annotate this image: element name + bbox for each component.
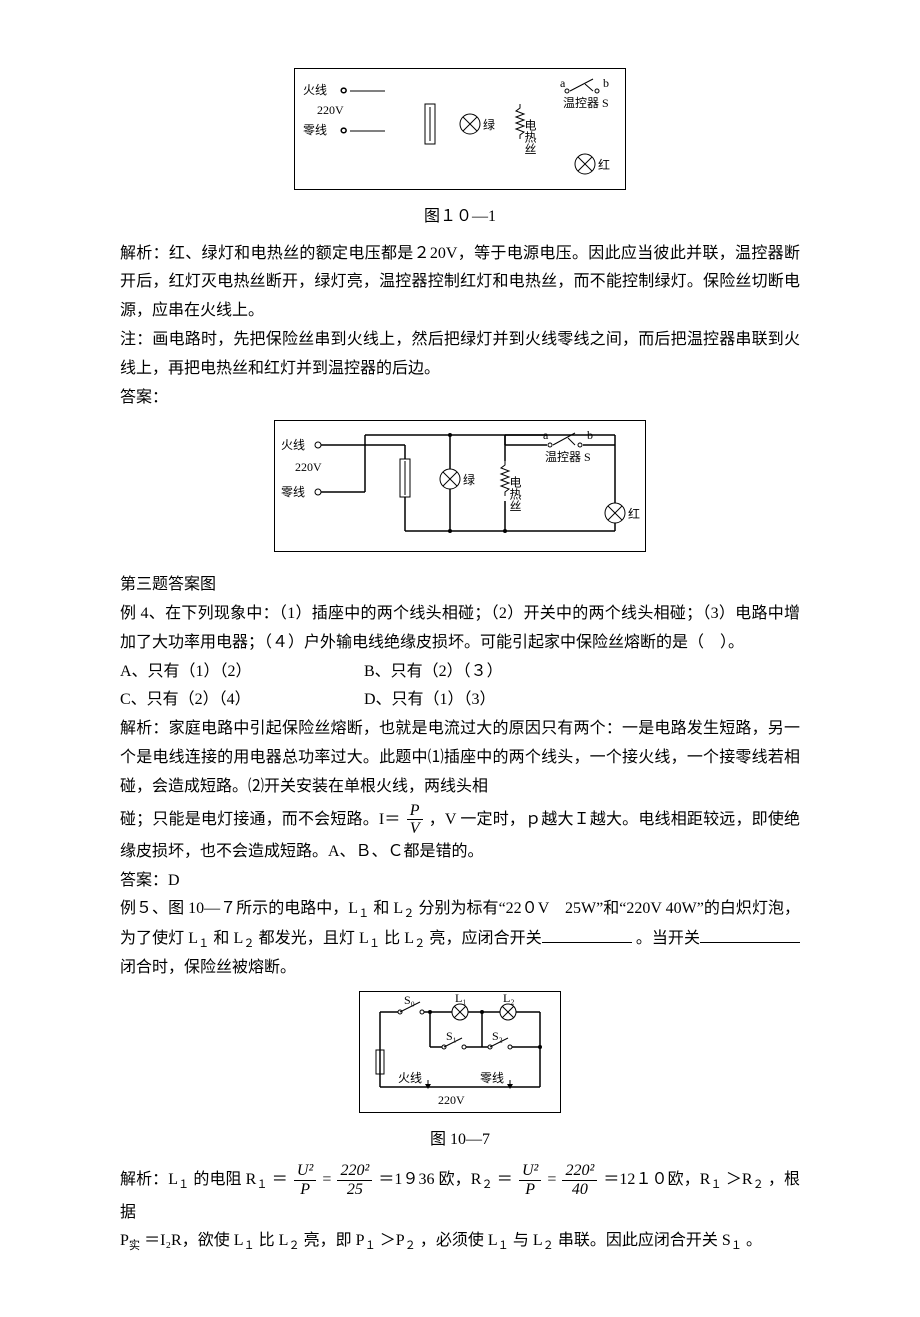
figure-10-7: S₀ L₁ L₂ S₁ S₂ [120, 991, 800, 1155]
label-b: b [603, 76, 609, 90]
label-a: a [560, 76, 566, 90]
label-tempctrl: 温控器 S [563, 96, 609, 110]
ex4-answer: 答案：D [120, 867, 800, 896]
figure-10-1: 火线 ○ 220V 零线 ○ 绿 电热丝 a b 温控器 S [120, 68, 800, 232]
ex4-stem: 例 4、在下列现象中：（1）插座中的两个线头相碰；（2）开关中的两个线头相碰；（… [120, 600, 800, 658]
svg-text:○: ○ [340, 83, 347, 97]
figure-10-1-img: 火线 ○ 220V 零线 ○ 绿 电热丝 a b 温控器 S [294, 68, 626, 190]
label-neutral: 零线 [303, 123, 327, 137]
blank-2 [700, 926, 800, 943]
figure-10-7-img: S₀ L₁ L₂ S₁ S₂ [359, 991, 561, 1113]
svg-text:火线: 火线 [281, 438, 305, 452]
ex4-options-row2: C、只有（2）（4） D、只有（1）（3） [120, 686, 800, 715]
ex4-optA: A、只有（1）（2） [120, 658, 360, 687]
blank-1 [542, 926, 632, 943]
ex4-analysis-a: 解析：家庭电路中引起保险丝熔断，也就是电流过大的原因只有两个：一是电路发生短路，… [120, 715, 800, 801]
figure-answer: 火线 220V 零线 绿 a [120, 420, 800, 563]
analysis-1-p2: 注：画电路时，先把保险丝串到火线上，然后把绿灯并到火线零线之间，而后把温控器串联… [120, 326, 800, 384]
svg-text:电热丝: 电热丝 [508, 476, 522, 512]
label-red: 红 [598, 157, 610, 172]
analysis-1-p1: 解析：红、绿灯和电热丝的额定电压都是２20V，等于电源电压。因此应当彼此并联，温… [120, 240, 800, 326]
svg-text:220V: 220V [438, 1093, 465, 1107]
svg-text:L₁: L₁ [455, 992, 467, 1005]
figure-answer-caption: 第三题答案图 [120, 571, 800, 600]
ex4-optC: C、只有（2）（4） [120, 686, 360, 715]
svg-text:零线: 零线 [281, 485, 305, 499]
ex4-analysis-b: 碰；只能是电灯接通，而不会短路。I＝ P V ，V 一定时，ｐ越大Ｉ越大。电线相… [120, 802, 800, 867]
ex5-analysis-2: P实 ＝I₂R，欲使 L１ 比 L２ 亮，即 P１ ＞P２ ，必须使 L１ 与 … [120, 1227, 800, 1256]
svg-text:S₁: S₁ [446, 1029, 457, 1043]
svg-text:L₂: L₂ [503, 992, 515, 1005]
svg-text:S₀: S₀ [404, 993, 415, 1007]
figure-answer-img: 火线 220V 零线 绿 a [274, 420, 646, 552]
ex4-options-row1: A、只有（1）（2） B、只有（2）（３） [120, 658, 800, 687]
frac-p-v: P V [407, 802, 423, 838]
svg-text:火线: 火线 [398, 1071, 422, 1085]
answer-1-label: 答案： [120, 384, 800, 413]
label-heater: 电热丝 [523, 119, 537, 155]
ex4-optB: B、只有（2）（３） [364, 658, 503, 687]
svg-text:绿: 绿 [463, 472, 475, 487]
label-hot: 火线 [303, 83, 327, 97]
svg-text:零线: 零线 [480, 1071, 504, 1085]
figure-10-1-caption: 图１０—1 [120, 203, 800, 232]
svg-text:b: b [587, 428, 593, 442]
label-green: 绿 [483, 117, 495, 132]
svg-text:红: 红 [628, 506, 640, 521]
svg-text:○: ○ [340, 123, 347, 137]
ex5-stem: 例５、图 10—７所示的电路中，L１ 和 L２ 分别为标有“22０V 25W”和… [120, 895, 800, 982]
svg-text:温控器 S: 温控器 S [545, 450, 591, 464]
svg-text:S₂: S₂ [492, 1029, 503, 1043]
figure-10-7-caption: 图 10—7 [120, 1126, 800, 1155]
ex5-analysis-1: 解析：L１ 的电阻 R１ ＝ U²P = 220²25 ＝1９36 欧，R２ ＝… [120, 1162, 800, 1227]
svg-text:220V: 220V [295, 460, 322, 474]
ex4-optD: D、只有（1）（3） [364, 686, 496, 715]
label-voltage: 220V [317, 103, 344, 117]
